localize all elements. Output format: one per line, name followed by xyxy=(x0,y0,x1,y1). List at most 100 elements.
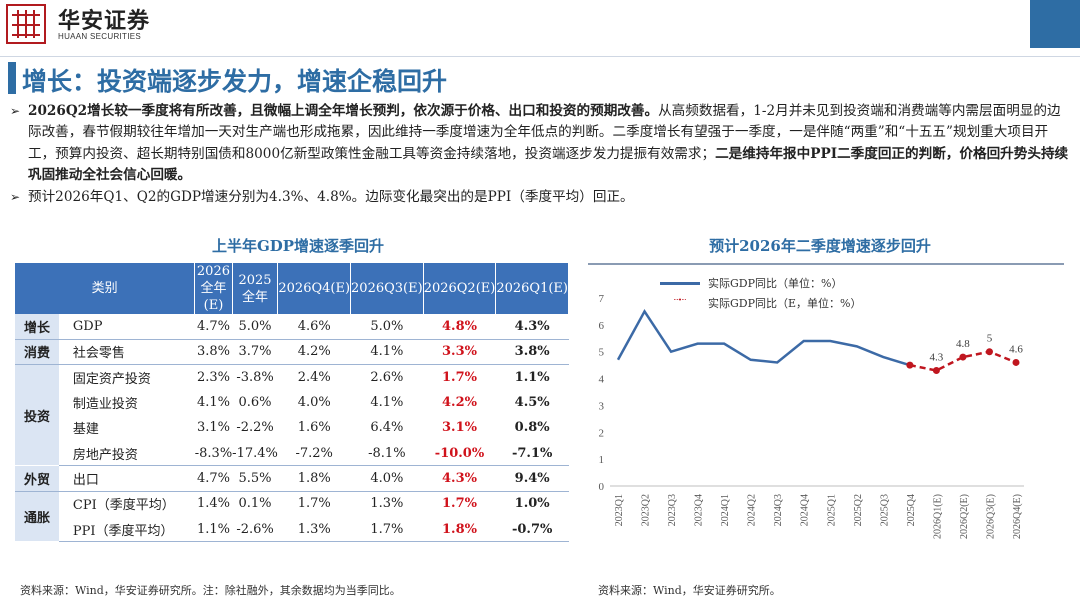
table-cell: 0.1% xyxy=(232,491,278,517)
table-cell: -7.1% xyxy=(495,440,569,467)
header-col: 2026全年(E) xyxy=(194,263,233,314)
table-cell: 1.6% xyxy=(277,415,351,441)
table-row: 房地产投资 -8.3% -17.4% -7.2% -8.1% -10.0% -7.1% xyxy=(15,440,569,467)
forecast-point xyxy=(959,353,967,361)
x-tick-label: 2024Q4 xyxy=(800,494,811,526)
legend-label-forecast: 实际GDP同比（E，单位：%） xyxy=(708,297,862,310)
bullet-text: 预计2026年Q1、Q2的GDP增速分别为4.3%、4.8%。边际变化最突出的是… xyxy=(28,188,634,205)
forecast-point xyxy=(906,361,914,369)
data-label: 5 xyxy=(987,333,993,345)
legend-swatch-forecast xyxy=(674,298,686,301)
table-header-row: 类别 2026全年(E) 2025全年 2026Q4(E) 2026Q3(E) … xyxy=(15,263,569,314)
table-cell: 1.8% xyxy=(277,465,351,492)
x-tick-label: 2025Q1 xyxy=(826,494,837,526)
table-cell: 4.1% xyxy=(350,389,424,416)
table-cell: 1.3% xyxy=(277,516,351,543)
row-item: 出口 xyxy=(58,465,195,492)
table-cell: -3.8% xyxy=(232,364,278,391)
table-cell: 0.8% xyxy=(495,415,569,441)
brand-logo-icon xyxy=(6,4,46,44)
table-cell: 3.1% xyxy=(423,415,496,441)
table-cell: 3.7% xyxy=(232,339,278,366)
legend-item-actual: 实际GDP同比（单位：%） xyxy=(660,275,862,295)
table-cell: 4.3% xyxy=(423,465,496,492)
y-tick-label: 1 xyxy=(599,454,605,466)
chart-legend: 实际GDP同比（单位：%） 实际GDP同比（E，单位：%） xyxy=(660,275,862,315)
series-line-actual xyxy=(616,309,911,367)
x-tick-label: 2023Q2 xyxy=(641,494,652,526)
row-item: 社会零售 xyxy=(58,339,195,366)
table-row: 外贸 出口 4.7% 5.5% 1.8% 4.0% 4.3% 9.4% xyxy=(15,465,569,492)
x-tick-label: 2024Q2 xyxy=(747,494,758,526)
row-item: 基建 xyxy=(58,415,195,441)
source-note-right: 资料来源：Wind，华安证券研究所。 xyxy=(598,584,781,597)
arrow-bullet-icon: ➢ xyxy=(10,104,21,118)
forecast-point xyxy=(985,348,993,356)
table-cell: 3.3% xyxy=(423,339,496,366)
x-tick-label: 2023Q3 xyxy=(667,494,678,526)
table-cell: 3.1% xyxy=(194,415,233,441)
table-cell: 4.2% xyxy=(423,389,496,416)
table-cell: 1.8% xyxy=(423,516,496,543)
y-tick-label: 7 xyxy=(599,293,605,305)
title-accent-bar xyxy=(8,62,16,94)
table-cell: 0.6% xyxy=(232,389,278,416)
table-heading: 上半年GDP增速逐季回升 xyxy=(211,237,385,255)
table-row: 增长 GDP 4.7% 5.0% 4.6% 5.0% 4.8% 4.3% xyxy=(15,314,569,340)
table-cell: 2.6% xyxy=(350,364,424,391)
row-category: 通胀 xyxy=(15,491,59,543)
table-cell: 1.7% xyxy=(423,491,496,517)
table-row: 基建 3.1% -2.2% 1.6% 6.4% 3.1% 0.8% xyxy=(15,415,569,441)
row-item: 制造业投资 xyxy=(58,389,195,416)
row-category: 增长 xyxy=(15,314,59,340)
brand-name: 华安证券 xyxy=(58,8,151,34)
bullet-list: ➢ 2026Q2增长较一季度将有所改善，且微幅上调全年增长预判，依次源于价格、出… xyxy=(8,101,1072,208)
x-tick-label: 2026Q4(E) xyxy=(1012,494,1023,539)
row-item: GDP xyxy=(58,314,195,340)
y-tick-label: 5 xyxy=(599,347,605,359)
table-cell: 2.3% xyxy=(194,364,233,391)
data-label: 4.6 xyxy=(1009,343,1023,355)
source-note-left: 资料来源：Wind，华安证券研究所。注：除社融外，其余数据均为当季同比。 xyxy=(20,584,401,597)
y-tick-label: 6 xyxy=(599,320,605,332)
row-item: PPI（季度平均） xyxy=(58,516,195,543)
table-cell: 4.2% xyxy=(277,339,351,366)
table-cell: 5.5% xyxy=(232,465,278,492)
corner-decoration xyxy=(1030,0,1080,48)
table-cell: 1.1% xyxy=(194,516,233,543)
data-label: 4.8 xyxy=(956,338,970,350)
header-col: 2026Q1(E) xyxy=(495,263,569,314)
table-row: 制造业投资 4.1% 0.6% 4.0% 4.1% 4.2% 4.5% xyxy=(15,389,569,416)
gdp-line-chart: 0 1 2 3 4 5 6 7 2023Q1 2023Q2 2023Q3 2023Q4 2024Q1 20… xyxy=(599,293,1024,539)
series-line-forecast xyxy=(909,350,1017,372)
row-item: 固定资产投资 xyxy=(58,364,195,391)
data-label: 4.3 xyxy=(930,352,944,364)
table-cell: -2.2% xyxy=(232,415,278,441)
x-tick-label: 2025Q2 xyxy=(853,494,864,526)
arrow-bullet-icon: ➢ xyxy=(10,189,21,204)
table-cell: 1.3% xyxy=(350,491,424,517)
row-category: 消费 xyxy=(15,339,59,366)
table-cell: 6.4% xyxy=(350,415,424,441)
table-cell: 4.7% xyxy=(194,465,233,492)
bullet-text: 从高频数据看，1-2月并未见到投资端和消费端等内需层面明显的边际改善，春节假期较… xyxy=(28,103,1061,162)
row-item: CPI（季度平均） xyxy=(58,491,195,517)
table-cell: -10.0% xyxy=(423,440,496,467)
chart-heading: 预计2026年二季度增速逐步回升 xyxy=(709,237,931,255)
table-cell: 5.0% xyxy=(232,314,278,340)
table-cell: 4.5% xyxy=(495,389,569,416)
table-row: 投资 固定资产投资 2.3% -3.8% 2.4% 2.6% 1.7% 1.1% xyxy=(15,364,569,467)
gdp-forecast-table: 类别 2026全年(E) 2025全年 2026Q4(E) 2026Q3(E) … xyxy=(15,263,569,543)
row-item: 房地产投资 xyxy=(58,440,195,467)
table-cell: 1.4% xyxy=(194,491,233,517)
table-cell: 1.1% xyxy=(495,364,569,391)
table-cell: 4.0% xyxy=(350,465,424,492)
x-tick-label: 2024Q1 xyxy=(720,494,731,526)
x-tick-label: 2026Q2(E) xyxy=(959,494,970,539)
table-cell: 3.8% xyxy=(495,339,569,366)
x-tick-label: 2023Q1 xyxy=(614,494,625,526)
table-cell: 4.3% xyxy=(495,314,569,340)
table-cell: 1.7% xyxy=(277,491,351,517)
x-tick-label: 2024Q3 xyxy=(773,494,784,526)
y-tick-label: 0 xyxy=(599,481,605,493)
